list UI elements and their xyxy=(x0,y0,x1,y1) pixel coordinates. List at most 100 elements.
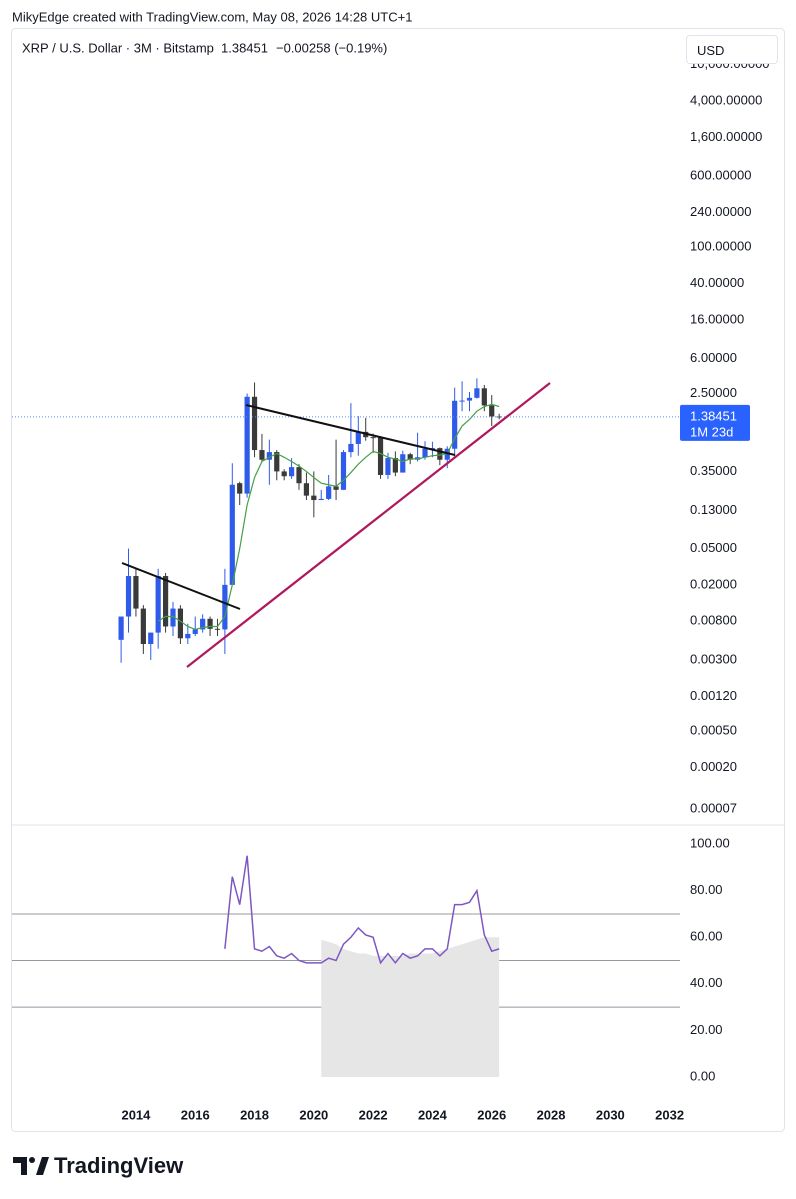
x-tick-label: 2024 xyxy=(418,1107,448,1122)
candle-body xyxy=(326,486,332,499)
candle-body xyxy=(466,397,473,401)
credit: MikyEdge created with TradingView.com, M… xyxy=(12,9,412,24)
y-tick-label: 4,000.00000 xyxy=(690,92,762,107)
y-tick-label: 240.00000 xyxy=(690,204,751,219)
rsi-line xyxy=(224,855,500,965)
candle-body xyxy=(459,400,465,402)
y-tick-label: 0.00007 xyxy=(690,800,737,815)
y-tick-label: 6.00000 xyxy=(690,350,737,365)
candle-body xyxy=(177,608,184,639)
candle-body xyxy=(496,416,502,418)
y-tick-label: 600.00000 xyxy=(690,168,751,183)
candle-body xyxy=(392,458,398,473)
x-tick-label: 2014 xyxy=(121,1107,151,1122)
chart-frame xyxy=(11,28,785,1132)
candle-body xyxy=(133,576,139,609)
candle-body xyxy=(481,388,487,406)
price-label-box xyxy=(680,404,750,441)
candle-body xyxy=(377,437,384,475)
candle-body xyxy=(303,483,310,496)
y-tick-label: 100.00 xyxy=(690,836,730,851)
brand: TradingView xyxy=(54,1153,184,1178)
y-tick-label: 0.35000 xyxy=(690,463,737,478)
candle-body xyxy=(125,576,132,617)
y-tick-label: 0.00050 xyxy=(690,723,737,738)
candle-body xyxy=(385,458,391,475)
candle-body xyxy=(288,467,295,477)
y-tick-label: 60.00 xyxy=(690,929,723,944)
y-tick-label: 0.05000 xyxy=(690,540,737,555)
candle-body xyxy=(400,454,406,473)
x-tick-label: 2018 xyxy=(240,1107,269,1122)
candle-body xyxy=(333,486,339,490)
candle-body xyxy=(259,450,265,460)
candle-body xyxy=(348,443,354,453)
x-tick-label: 2030 xyxy=(596,1107,625,1122)
price-label: 1.38451 xyxy=(690,408,737,423)
candle-body xyxy=(200,618,206,630)
last-price: 1.38451 xyxy=(221,40,268,55)
candle-body xyxy=(311,495,317,501)
y-tick-label: 20.00 xyxy=(690,1022,723,1037)
candle-body xyxy=(118,616,124,640)
x-tick-label: 2020 xyxy=(299,1107,328,1122)
x-tick-label: 2016 xyxy=(181,1107,210,1122)
candle-body xyxy=(340,452,347,490)
candle-body xyxy=(474,388,480,398)
candle-body xyxy=(207,618,213,629)
candle-body xyxy=(489,405,495,417)
support-line xyxy=(186,382,551,668)
x-tick-label: 2022 xyxy=(359,1107,388,1122)
y-tick-label: 2.50000 xyxy=(690,385,737,400)
candle-body xyxy=(318,498,324,501)
y-tick-label: 1,600.00000 xyxy=(690,129,762,144)
candle-body xyxy=(140,608,146,645)
candle-body xyxy=(281,471,287,477)
candle-body xyxy=(244,396,250,494)
candle-body xyxy=(452,400,458,449)
x-tick-label: 2028 xyxy=(537,1107,566,1122)
moving-average xyxy=(157,403,500,631)
y-tick-label: 0.00300 xyxy=(690,652,737,667)
y-tick-label: 100.00000 xyxy=(690,239,751,254)
candle-body xyxy=(251,396,258,451)
candle-body xyxy=(155,576,161,633)
countdown-label: 1M 23d xyxy=(690,424,733,439)
y-tick-label: 16.00000 xyxy=(690,311,744,326)
candle-body xyxy=(370,437,376,439)
candle-body xyxy=(170,608,176,627)
trend-line xyxy=(121,562,241,610)
y-tick-label: 40.00 xyxy=(690,975,723,990)
y-tick-label: 0.02000 xyxy=(690,576,737,591)
y-tick-label: 0.00 xyxy=(690,1068,715,1083)
candle-body xyxy=(185,633,191,639)
candle-body xyxy=(296,467,302,484)
candle-body xyxy=(407,454,413,460)
candle-body xyxy=(237,483,243,494)
candle-body xyxy=(192,629,198,634)
candle-body xyxy=(214,628,221,630)
y-tick-label: 40.00000 xyxy=(690,275,744,290)
candle-body xyxy=(222,584,228,630)
y-tick-label: 0.00020 xyxy=(690,759,737,774)
y-tick-label: 80.00 xyxy=(690,882,723,897)
symbol-title: XRP / U.S. Dollar · 3M · Bitstamp xyxy=(22,40,214,55)
trend-line xyxy=(245,404,456,456)
logo xyxy=(13,1157,49,1175)
x-tick-label: 2026 xyxy=(477,1107,506,1122)
y-tick-label: 0.00120 xyxy=(690,688,737,703)
candle-body xyxy=(148,632,154,645)
y-tick-label: 0.00800 xyxy=(690,613,737,628)
rsi-ma-area xyxy=(321,937,500,1077)
currency-button[interactable]: USD xyxy=(686,35,778,64)
price-change: −0.00258 (−0.19%) xyxy=(276,40,387,55)
x-tick-label: 2032 xyxy=(655,1107,684,1122)
candle-body xyxy=(162,576,169,627)
candle-body xyxy=(266,452,272,460)
candle-body xyxy=(444,448,450,460)
y-tick-label: 0.13000 xyxy=(690,502,737,517)
candle-body xyxy=(422,448,428,458)
candle-body xyxy=(437,448,443,460)
